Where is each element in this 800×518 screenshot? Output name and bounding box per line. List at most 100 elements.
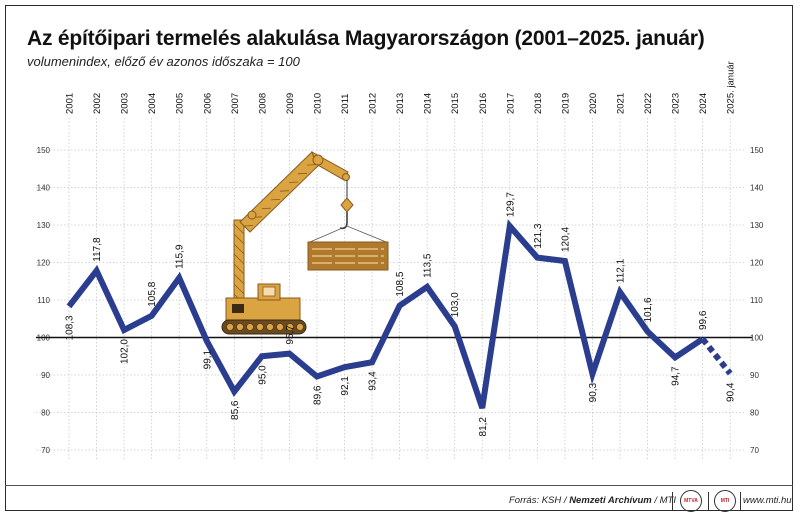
y-tick-label-right: 130 <box>750 221 764 230</box>
y-tick-label-right: 110 <box>750 296 763 305</box>
data-label: 93,4 <box>368 371 379 391</box>
data-label: 120,4 <box>560 227 571 252</box>
data-label: 89,6 <box>312 385 323 405</box>
crane-hook-block <box>340 197 354 213</box>
crane-hook <box>339 212 348 230</box>
x-tick-label: 2006 <box>202 93 213 114</box>
y-tick-label-right: 120 <box>750 259 764 268</box>
crane-window <box>262 286 276 297</box>
data-label: 92,1 <box>340 376 351 396</box>
data-label: 99,1 <box>202 349 213 369</box>
y-tick-label-right: 80 <box>750 409 759 418</box>
crane-brace <box>233 233 245 245</box>
x-tick-label: 2012 <box>368 93 379 114</box>
y-tick-label-left: 130 <box>37 221 51 230</box>
x-tick-label: 2007 <box>230 93 241 114</box>
y-tick-label-left: 70 <box>41 446 50 455</box>
crane-wheel <box>236 323 244 331</box>
crane-jib-brace <box>297 172 308 175</box>
x-tick-label: 2016 <box>478 93 489 114</box>
data-label: 95,7 <box>285 325 296 345</box>
x-tick-label: 2024 <box>698 93 709 114</box>
data-label: 94,7 <box>671 366 682 386</box>
crane-engine <box>232 304 244 313</box>
x-tick-label: 2010 <box>312 93 323 114</box>
mti-logo: MTI <box>714 490 736 512</box>
chart-subtitle: volumenindex, előző év azonos időszaka =… <box>27 54 300 69</box>
source-text: Forrás: KSH / Nemzeti Archívum / MTI <box>509 495 676 506</box>
data-label: 112,1 <box>616 258 627 283</box>
y-tick-label-left: 80 <box>41 409 50 418</box>
data-label: 81,2 <box>478 417 489 437</box>
source-suffix: / MTI <box>651 495 676 506</box>
data-label: 90,4 <box>726 382 737 402</box>
data-label: 85,6 <box>230 400 241 420</box>
x-tick-label: 2021 <box>616 93 627 114</box>
footer-divider <box>5 485 793 486</box>
crane-wheel <box>246 323 254 331</box>
x-tick-label: 2013 <box>395 93 406 114</box>
y-tick-label-left: 90 <box>41 371 50 380</box>
crane-brace <box>233 223 245 235</box>
x-tick-label: 2022 <box>643 93 654 114</box>
crane-wheel <box>296 323 304 331</box>
x-tick-label: 2005 <box>175 93 186 114</box>
source-prefix: Forrás: KSH / <box>509 495 570 506</box>
data-label: 99,6 <box>698 310 709 330</box>
x-tick-label: 2025. január <box>726 61 737 114</box>
mtva-logo: MTVA <box>680 490 702 512</box>
x-tick-label: 2017 <box>505 93 516 114</box>
data-label: 121,3 <box>533 223 544 248</box>
y-tick-label-right: 100 <box>750 334 764 343</box>
x-tick-label: 2014 <box>423 93 434 114</box>
series-line-dashed-segment <box>700 337 733 376</box>
chart-frame <box>5 5 793 511</box>
y-tick-label-left: 120 <box>37 259 51 268</box>
crane-wheel <box>256 323 264 331</box>
x-tick-label: 2001 <box>65 93 76 114</box>
y-tick-label-right: 90 <box>750 371 759 380</box>
crane-pulley <box>342 173 350 181</box>
crane-brace <box>233 253 245 265</box>
y-tick-label-left: 110 <box>37 296 50 305</box>
x-tick-label: 2015 <box>450 93 461 114</box>
x-tick-label: 2003 <box>120 93 131 114</box>
x-tick-label: 2023 <box>671 93 682 114</box>
crane-jib-brace <box>279 190 290 192</box>
data-label: 95,0 <box>257 365 268 385</box>
x-tick-label: 2011 <box>340 94 351 114</box>
y-tick-label-left: 150 <box>37 146 51 155</box>
x-tick-label: 2004 <box>147 93 158 114</box>
crane-jib-brace <box>261 207 272 209</box>
data-label: 101,6 <box>643 297 654 322</box>
crane-wheel <box>226 323 234 331</box>
crane-jib-brace <box>243 225 254 227</box>
footer-separator <box>740 492 741 510</box>
data-label: 90,3 <box>588 382 599 402</box>
crane-pulley <box>312 154 324 166</box>
data-label: 108,3 <box>65 315 76 340</box>
data-label: 115,9 <box>175 244 186 269</box>
crane-pulley <box>247 210 257 220</box>
data-label: 105,8 <box>147 281 158 306</box>
crane-wheel <box>276 323 284 331</box>
data-label: 103,0 <box>450 292 461 317</box>
series-line <box>66 219 705 409</box>
x-tick-label: 2019 <box>560 93 571 114</box>
y-tick-label-right: 140 <box>750 184 764 193</box>
crane-jib-brace <box>270 199 281 201</box>
crane-track <box>221 319 307 335</box>
data-label: 108,5 <box>395 271 406 296</box>
crane-wheel <box>266 323 274 331</box>
crane-brace <box>233 263 245 275</box>
crane-sling <box>309 225 387 243</box>
crane-tower <box>233 219 245 309</box>
y-tick-label-right: 70 <box>750 446 759 455</box>
footer-separator <box>708 492 709 510</box>
x-tick-label: 2020 <box>588 93 599 114</box>
crane-brace <box>233 283 245 295</box>
crane-jib-brace <box>306 164 317 166</box>
data-label: 102,0 <box>120 339 131 364</box>
crane-brace <box>233 273 245 285</box>
